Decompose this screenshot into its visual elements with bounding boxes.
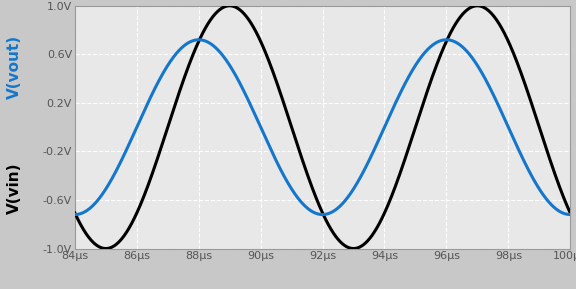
Text: V(vin): V(vin) (7, 162, 22, 214)
Text: V(vout): V(vout) (7, 34, 22, 99)
